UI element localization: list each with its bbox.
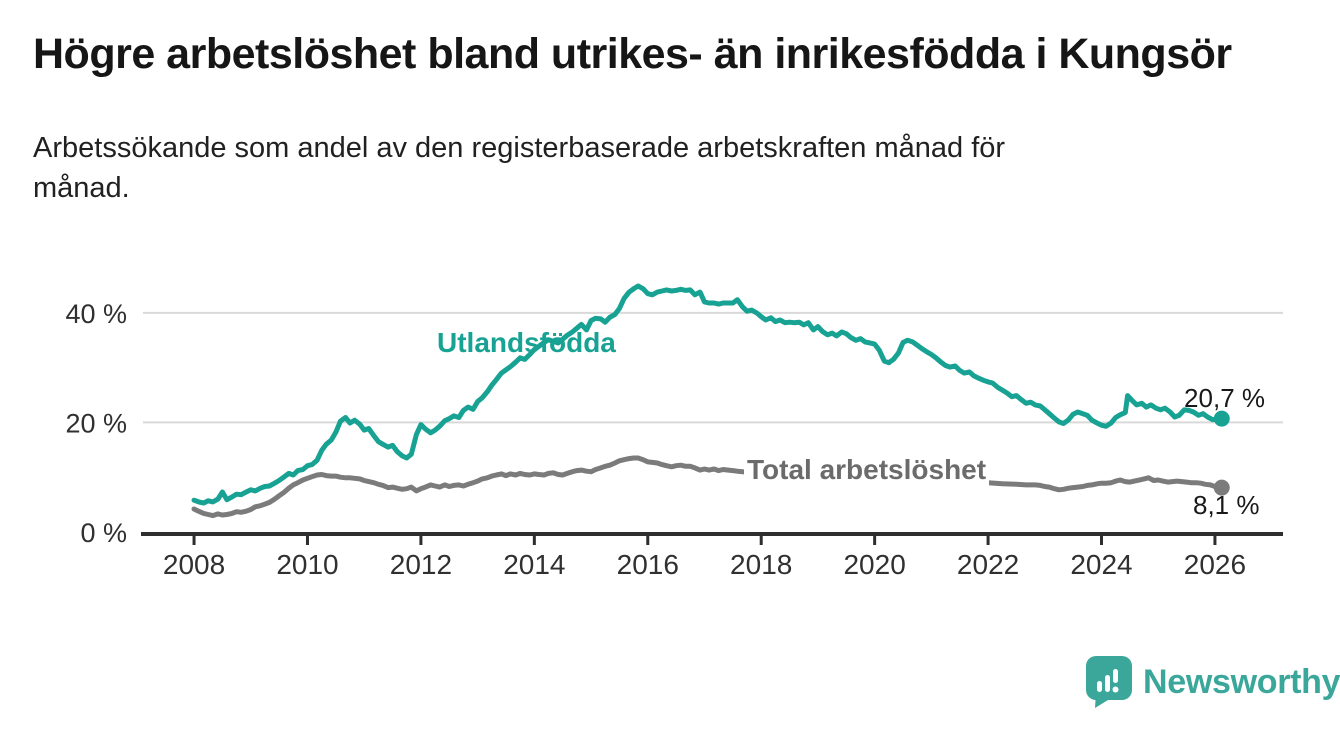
newsworthy-logo-icon xyxy=(1086,656,1132,708)
newsworthy-logo-text: Newsworthy xyxy=(1143,662,1340,701)
y-tick-label-0: 0 % xyxy=(80,518,127,548)
series-line-utlandsfodda xyxy=(191,283,1225,506)
end-value-label-total: 8,1 % xyxy=(1193,490,1260,520)
x-tick-label-2012: 2012 xyxy=(390,549,452,580)
line-chart: 2008 2010 2012 2014 2016 2018 2020 2022 2024 2026… xyxy=(65,283,1283,580)
x-tick-label-2024: 2024 xyxy=(1070,549,1132,580)
subtitle-line-1: Arbetssökande som andel av den registerb… xyxy=(33,132,1006,164)
x-tick-label-2020: 2020 xyxy=(843,549,905,580)
page-subtitle: Arbetssökande som andel av den registerb… xyxy=(33,128,1253,208)
series-label-utlandsfodda: Utlandsfödda xyxy=(437,327,616,358)
newsworthy-logo: Newsworthy xyxy=(1086,656,1340,708)
series-end-dot-utlandsfodda xyxy=(1213,410,1230,427)
series-end-dot-total xyxy=(1213,479,1230,496)
y-tick-label-20: 20 % xyxy=(65,408,127,438)
x-tick-label-2016: 2016 xyxy=(617,549,679,580)
x-tick-label-2014: 2014 xyxy=(503,549,565,580)
y-tick-label-40: 40 % xyxy=(65,299,127,329)
subtitle-line-2: månad. xyxy=(33,172,130,204)
x-tick-label-2008: 2008 xyxy=(163,549,225,580)
x-tick-label-2010: 2010 xyxy=(276,549,338,580)
series-line-total xyxy=(191,455,1225,519)
x-tick-label-2018: 2018 xyxy=(730,549,792,580)
series-label-total-arbetsloshet: Total arbetslöshet xyxy=(744,453,990,487)
page-title: Högre arbetslöshet bland utrikes- än inr… xyxy=(33,30,1232,78)
x-tick-label-2022: 2022 xyxy=(957,549,1019,580)
x-tick-label-2026: 2026 xyxy=(1184,549,1246,580)
end-value-label-utlandsfodda: 20,7 % xyxy=(1184,383,1265,413)
